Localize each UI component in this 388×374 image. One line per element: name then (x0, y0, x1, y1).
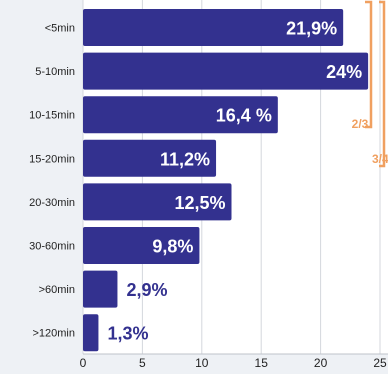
bar (83, 9, 344, 46)
data-label: 1,3% (107, 324, 148, 344)
data-label: 9,8% (152, 237, 193, 257)
data-label: 11,2% (160, 149, 210, 169)
bracket-label: 2/3 (352, 117, 369, 131)
bar (83, 227, 200, 264)
data-label: 16,4 % (216, 106, 272, 126)
category-label: >120min (32, 328, 75, 340)
bar (83, 314, 99, 352)
x-tick-label: 10 (195, 356, 209, 369)
bar (83, 183, 232, 221)
category-label: 30-60min (29, 241, 75, 253)
bar (83, 139, 217, 177)
category-label: 10-15min (29, 110, 75, 122)
category-label: 15-20min (29, 153, 75, 165)
x-tick-label: 20 (314, 356, 328, 369)
data-label: 2,9% (126, 280, 167, 300)
bracket-line (365, 0, 373, 129)
category-label: 5-10min (35, 66, 75, 78)
x-tick-label: 0 (80, 356, 87, 369)
bar (83, 270, 118, 308)
data-label: 12,5% (174, 193, 225, 213)
category-label: 20-30min (29, 197, 75, 209)
bar (83, 96, 278, 134)
bracket-label: 3/4 (372, 152, 388, 166)
bracket-line (379, 0, 386, 168)
x-tick-label: 5 (139, 356, 146, 369)
category-label: <5min (45, 23, 75, 35)
bar (83, 52, 369, 90)
x-tick-label: 15 (255, 356, 269, 369)
category-label: >60min (39, 284, 75, 296)
data-label: 21,9% (286, 19, 337, 39)
x-tick-label: 25 (373, 356, 387, 369)
data-label: 24% (326, 62, 362, 82)
